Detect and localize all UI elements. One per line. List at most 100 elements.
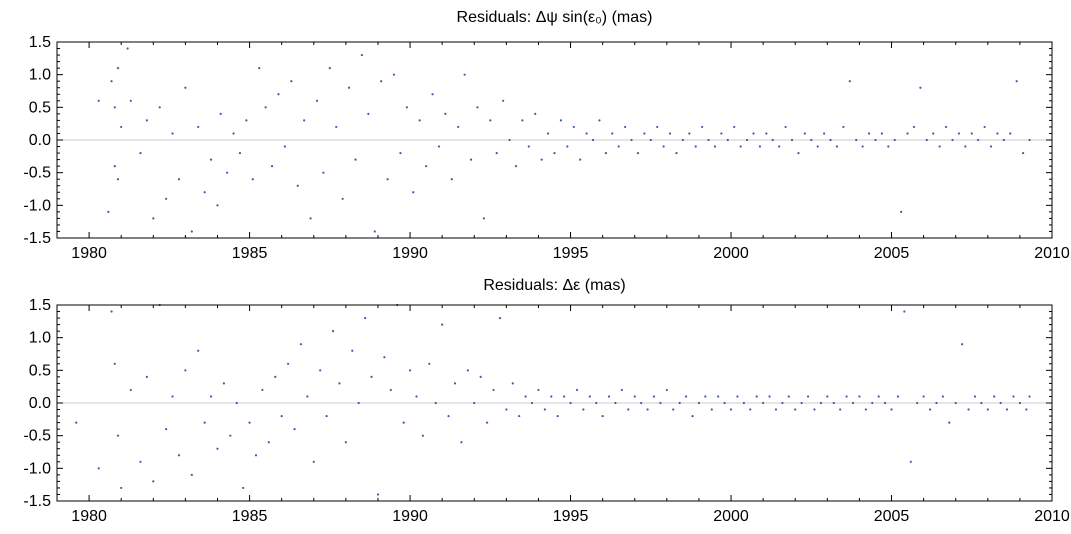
data-point — [656, 125, 659, 129]
data-point — [495, 151, 498, 155]
data-point — [925, 138, 928, 142]
data-point — [360, 53, 364, 57]
data-point — [261, 388, 264, 392]
data-point — [473, 401, 476, 405]
data-point — [810, 138, 813, 142]
data-point — [492, 388, 495, 392]
data-point — [380, 80, 383, 83]
data-point — [912, 125, 916, 129]
data-point — [165, 197, 168, 200]
data-point — [386, 178, 389, 181]
data-point — [762, 401, 765, 405]
data-point — [415, 395, 418, 398]
data-point — [216, 447, 219, 450]
data-point — [441, 323, 444, 326]
data-point — [309, 217, 312, 220]
x-tick-label: 1980 — [71, 508, 107, 525]
data-point — [640, 401, 643, 405]
data-point — [219, 112, 222, 115]
data-point — [729, 408, 733, 411]
data-point — [957, 132, 961, 135]
chart-panel-deps: Residuals: Δε (mas) 1980 1985 1990 1995 2000 2… — [23, 277, 1069, 525]
data-point — [97, 99, 100, 102]
data-point — [588, 395, 591, 398]
data-point — [694, 145, 697, 148]
x-tick-label: 1995 — [553, 245, 589, 262]
data-point — [806, 395, 810, 398]
data-point — [344, 441, 347, 444]
chart-title: Residuals: Δε (mas) — [483, 277, 625, 294]
data-point — [184, 86, 187, 89]
data-point — [145, 119, 148, 122]
data-point — [341, 197, 344, 200]
y-tick-label: 1.0 — [29, 67, 51, 84]
data-point — [765, 132, 768, 135]
data-point — [431, 93, 434, 96]
data-point — [306, 395, 309, 398]
data-point — [425, 165, 428, 168]
x-tick-label: 2000 — [713, 245, 749, 262]
data-point — [941, 395, 944, 398]
x-tick-label: 2010 — [1034, 508, 1070, 525]
data-point — [794, 408, 797, 411]
data-point — [867, 132, 871, 135]
data-point — [736, 395, 739, 398]
data-point — [453, 382, 457, 385]
data-point — [665, 388, 668, 392]
data-point — [505, 408, 508, 411]
data-point — [267, 441, 270, 444]
data-point — [585, 132, 588, 135]
data-point — [909, 460, 912, 463]
data-point — [954, 401, 957, 405]
data-point — [287, 362, 290, 365]
x-tick-label: 2000 — [713, 508, 749, 525]
data-point — [508, 138, 511, 142]
data-point — [845, 395, 848, 398]
data-point — [203, 421, 206, 424]
data-point — [842, 125, 845, 129]
data-point — [742, 401, 745, 405]
data-point — [774, 408, 778, 411]
data-point — [216, 204, 219, 207]
data-point — [235, 401, 238, 405]
data-point — [604, 151, 607, 155]
y-tick-label: -1.5 — [23, 230, 51, 247]
data-point — [190, 473, 193, 476]
y-tick-label: -1.5 — [23, 493, 51, 510]
data-point — [158, 106, 161, 109]
data-point — [376, 493, 380, 496]
data-point — [961, 343, 964, 346]
data-point — [611, 132, 614, 135]
data-point — [110, 310, 113, 313]
data-point — [120, 125, 123, 129]
data-point — [296, 184, 299, 187]
x-tick-label: 1990 — [392, 508, 428, 525]
data-point — [884, 401, 887, 405]
x-tick-label: 1990 — [392, 245, 428, 262]
data-point — [254, 454, 258, 457]
data-point — [527, 145, 530, 148]
data-point — [258, 67, 261, 70]
data-point — [835, 145, 839, 148]
data-point — [675, 151, 678, 155]
data-point — [739, 145, 742, 148]
data-point — [370, 375, 373, 378]
data-point — [723, 401, 726, 405]
data-point — [932, 132, 935, 135]
data-point — [598, 119, 601, 122]
data-point — [543, 408, 546, 411]
data-point — [450, 178, 453, 181]
data-point — [232, 132, 235, 135]
data-point — [973, 395, 977, 398]
data-point — [572, 125, 575, 129]
data-point — [405, 106, 408, 109]
data-point — [745, 138, 749, 142]
x-tick-label: 2005 — [874, 508, 910, 525]
x-tick-label: 1995 — [553, 508, 589, 525]
data-point — [697, 401, 701, 405]
data-point — [880, 132, 883, 135]
data-point — [890, 408, 893, 411]
y-tick-label: -0.5 — [23, 428, 51, 445]
data-point — [447, 414, 450, 418]
data-point — [829, 138, 832, 142]
